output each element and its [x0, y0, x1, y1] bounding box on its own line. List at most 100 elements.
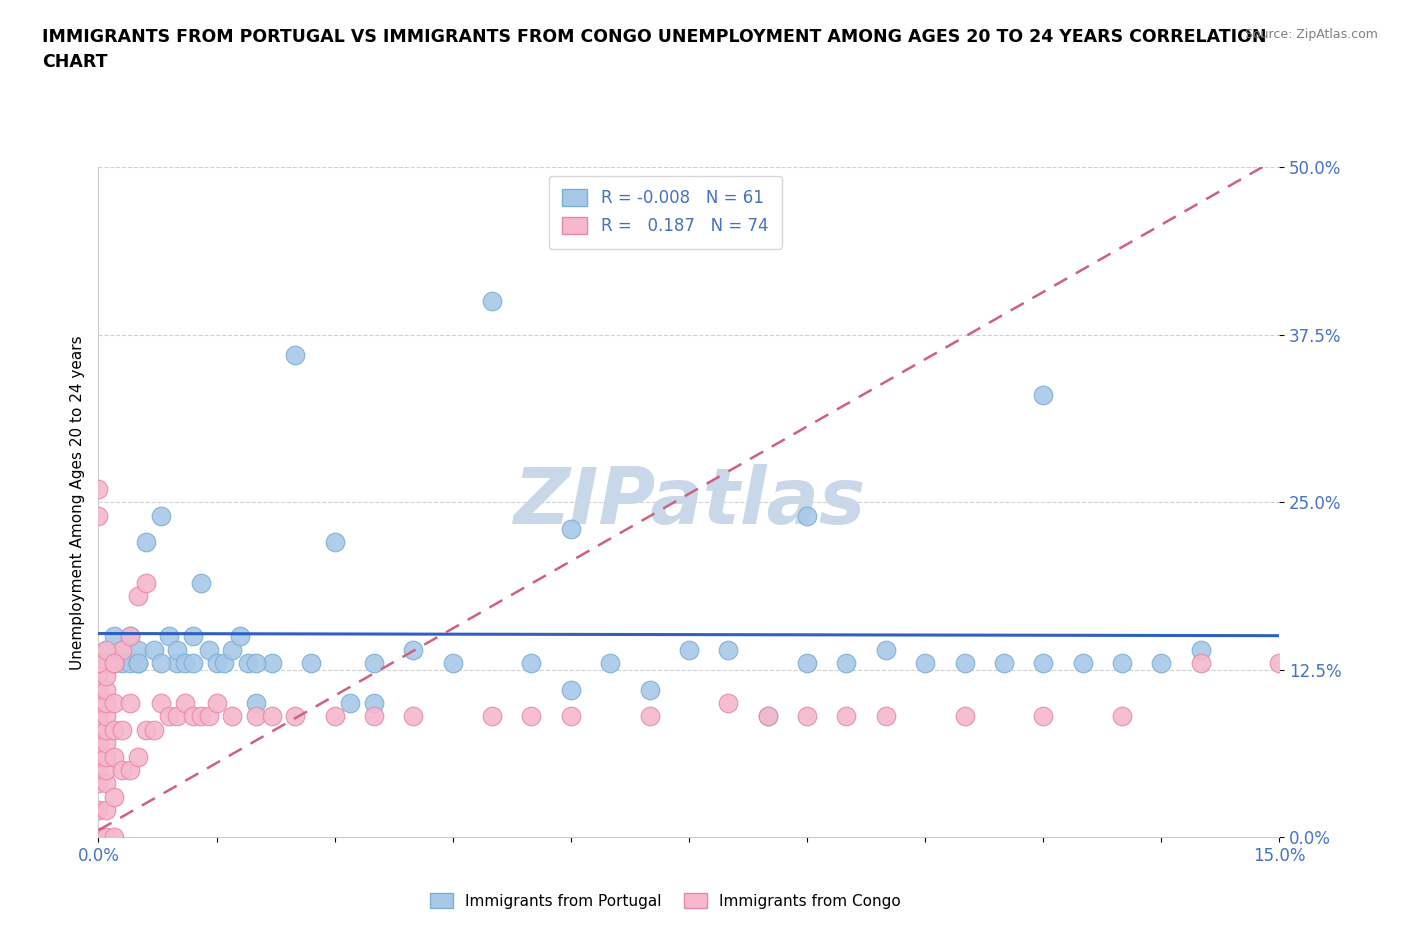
Point [599, 656, 621, 671]
Point [363, 709, 385, 724]
Point [87, 750, 110, 764]
Point [96, 642, 118, 657]
Point [796, 508, 818, 523]
Point [103, 696, 125, 711]
Point [103, 629, 125, 644]
Point [993, 656, 1015, 671]
Point [96, 750, 118, 764]
Point [520, 709, 543, 724]
Point [111, 656, 134, 671]
Point [103, 723, 125, 737]
Point [441, 656, 464, 671]
Point [1150, 656, 1173, 671]
Point [197, 709, 219, 724]
Point [236, 656, 259, 671]
Point [260, 656, 283, 671]
Point [127, 589, 149, 604]
Point [221, 709, 243, 724]
Point [135, 575, 157, 590]
Point [96, 669, 118, 684]
Point [174, 696, 197, 711]
Point [299, 656, 322, 671]
Point [1111, 656, 1133, 671]
Point [142, 642, 165, 657]
Point [166, 709, 188, 724]
Point [87, 669, 110, 684]
Point [796, 709, 818, 724]
Point [111, 642, 134, 657]
Point [756, 709, 779, 724]
Point [96, 830, 118, 844]
Point [127, 656, 149, 671]
Point [103, 830, 125, 844]
Point [796, 656, 818, 671]
Point [87, 723, 110, 737]
Point [953, 709, 976, 724]
Point [638, 709, 661, 724]
Point [87, 508, 110, 523]
Point [118, 656, 141, 671]
Y-axis label: Unemployment Among Ages 20 to 24 years: Unemployment Among Ages 20 to 24 years [69, 335, 84, 670]
Point [96, 683, 118, 698]
Point [717, 696, 740, 711]
Point [87, 656, 110, 671]
Point [181, 629, 204, 644]
Point [111, 642, 134, 657]
Point [835, 709, 858, 724]
Point [560, 683, 582, 698]
Point [245, 696, 267, 711]
Point [205, 656, 228, 671]
Point [363, 696, 385, 711]
Point [914, 656, 936, 671]
Point [87, 736, 110, 751]
Point [96, 709, 118, 724]
Point [875, 709, 897, 724]
Point [756, 709, 779, 724]
Point [221, 642, 243, 657]
Point [174, 656, 197, 671]
Point [135, 723, 157, 737]
Point [166, 656, 188, 671]
Point [96, 803, 118, 817]
Point [190, 709, 212, 724]
Point [118, 763, 141, 777]
Point [205, 696, 228, 711]
Point [245, 656, 267, 671]
Point [953, 656, 976, 671]
Point [127, 642, 149, 657]
Point [339, 696, 361, 711]
Point [1071, 656, 1094, 671]
Point [214, 656, 236, 671]
Point [1189, 656, 1212, 671]
Point [96, 642, 118, 657]
Point [402, 709, 425, 724]
Point [111, 723, 134, 737]
Point [1032, 709, 1054, 724]
Point [1189, 642, 1212, 657]
Text: Source: ZipAtlas.com: Source: ZipAtlas.com [1244, 28, 1378, 41]
Legend: Immigrants from Portugal, Immigrants from Congo: Immigrants from Portugal, Immigrants fro… [422, 885, 908, 916]
Point [835, 656, 858, 671]
Point [481, 294, 503, 309]
Point [87, 763, 110, 777]
Point [103, 790, 125, 804]
Point [87, 776, 110, 790]
Point [142, 723, 165, 737]
Point [260, 709, 283, 724]
Point [103, 750, 125, 764]
Point [87, 696, 110, 711]
Text: ZIPatlas: ZIPatlas [513, 464, 865, 540]
Point [127, 750, 149, 764]
Point [1032, 388, 1054, 403]
Point [284, 348, 307, 363]
Point [166, 642, 188, 657]
Point [323, 535, 346, 550]
Point [118, 629, 141, 644]
Point [96, 656, 118, 671]
Point [103, 656, 125, 671]
Point [638, 683, 661, 698]
Point [87, 709, 110, 724]
Point [1268, 656, 1291, 671]
Point [229, 629, 252, 644]
Point [96, 696, 118, 711]
